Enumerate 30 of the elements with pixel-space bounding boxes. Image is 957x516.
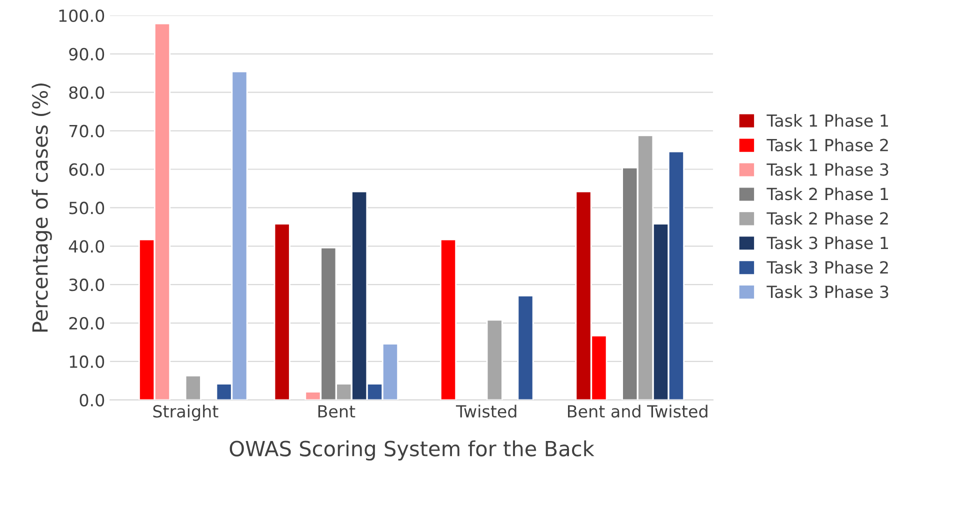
y-tick-label: 80.0 [69,86,104,99]
legend-label: Task 2 Phase 2 [766,212,888,225]
y-tick-label: 20.0 [69,316,104,330]
x-axis-title: OWAS Scoring System for the Back [230,440,594,460]
y-axis-title: Percentage of cases (%) [32,84,52,332]
y-tick-label: 90.0 [69,48,104,60]
bar [184,374,202,400]
x-tick-label: Twisted [456,404,516,418]
legend-label: Task 1 Phase 2 [766,138,888,152]
x-tick-label: Bent [318,405,356,418]
y-tick-label: 60.0 [69,163,104,176]
x-tick-label: Bent and Twisted [568,404,708,418]
bar [486,319,503,400]
x-tick-label: Straight [153,404,218,421]
y-tick-label: 100.0 [59,9,104,22]
legend-label: Task 1 Phase 1 [766,114,888,127]
legend-label: Task 3 Phase 2 [766,260,888,274]
y-tick-label: 30.0 [69,278,104,292]
bar [274,223,290,400]
bar [517,295,534,400]
bar [440,238,457,400]
y-tick-label: 70.0 [69,124,104,138]
legend-label: Task 3 Phase 3 [766,285,888,298]
legend-label: Task 3 Phase 1 [766,236,888,250]
y-tick-label: 10.0 [70,355,104,368]
y-tick-label: 40.0 [68,240,104,253]
legend-label: Task 2 Phase 1 [766,187,888,200]
y-tick-label: 0.0 [80,394,104,406]
legend-label: Task 1 Phase 3 [766,162,888,176]
y-tick-label: 50.0 [69,202,104,214]
